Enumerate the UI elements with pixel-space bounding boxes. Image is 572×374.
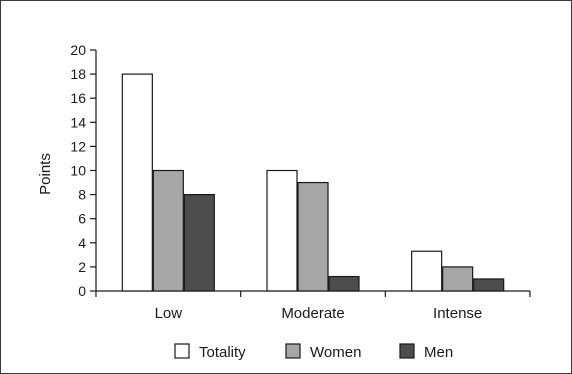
y-tick-label: 0: [78, 283, 86, 299]
y-tick-label: 18: [70, 66, 86, 82]
y-tick-label: 14: [70, 114, 86, 130]
bars: [121, 73, 505, 292]
bar-women-moderate: [297, 181, 329, 292]
bar-women-low: [152, 169, 184, 292]
bar-men-moderate: [328, 275, 360, 292]
y-axis-label: Points: [37, 153, 54, 195]
bar-men-intense: [473, 278, 505, 292]
y-tick-label: 2: [78, 259, 86, 275]
y-axis: 0 2 4 6 8 10 12 14 16 18 20: [70, 42, 97, 299]
y-tick-label: 10: [70, 163, 86, 179]
bar-totality-moderate: [266, 169, 298, 292]
x-category-label: Low: [155, 305, 183, 322]
y-tick-label: 6: [78, 211, 86, 227]
y-tick-label: 12: [70, 138, 86, 154]
bar-women-intense: [442, 266, 474, 292]
x-category-label: Intense: [433, 305, 482, 322]
legend-label-men: Men: [424, 344, 453, 361]
bar-men-low: [183, 194, 215, 292]
x-axis: Low Moderate Intense: [95, 290, 531, 322]
legend: Totality Women Men: [174, 343, 453, 361]
y-tick-label: 8: [78, 187, 86, 203]
y-tick-label: 4: [78, 235, 86, 251]
legend-label-totality: Totality: [199, 344, 246, 361]
x-category-label: Moderate: [281, 305, 344, 322]
legend-swatch-women: [285, 343, 301, 359]
legend-swatch-men: [399, 343, 415, 359]
legend-swatch-totality: [174, 343, 190, 359]
legend-label-women: Women: [310, 344, 361, 361]
y-tick-label: 16: [70, 90, 86, 106]
bar-totality-low: [121, 73, 153, 292]
y-tick-label: 20: [70, 42, 86, 58]
bar-totality-intense: [411, 250, 443, 292]
